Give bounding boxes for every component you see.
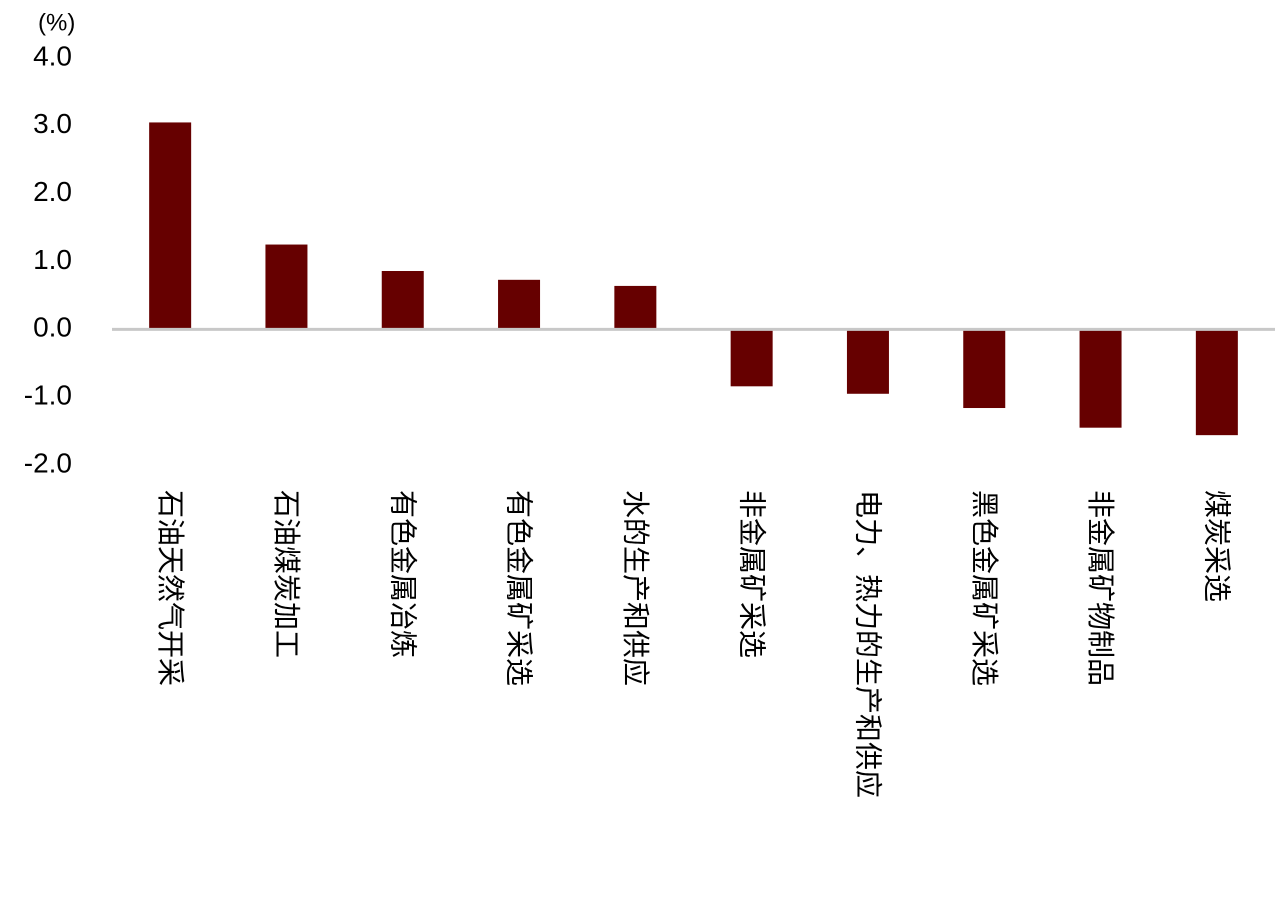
bar bbox=[265, 244, 308, 330]
y-tick-label: -2.0 bbox=[24, 447, 72, 478]
y-axis-unit: (%) bbox=[38, 9, 75, 36]
y-tick-label: 3.0 bbox=[33, 108, 72, 139]
x-tick-label: 石油天然气开采 bbox=[155, 490, 186, 686]
x-tick-label: 有色金属矿采选 bbox=[504, 490, 535, 686]
x-tick-label: 煤炭采选 bbox=[1201, 490, 1232, 602]
x-tick-label: 非金属矿物制品 bbox=[1085, 490, 1116, 686]
y-tick-label: 2.0 bbox=[33, 176, 72, 207]
bar bbox=[149, 122, 192, 330]
bar bbox=[498, 279, 541, 330]
x-tick-label: 石油煤炭加工 bbox=[271, 490, 302, 658]
y-tick-label: 1.0 bbox=[33, 244, 72, 275]
x-tick-label: 有色金属冶炼 bbox=[387, 490, 418, 658]
bar bbox=[1079, 329, 1122, 428]
x-tick-label: 黑色金属矿采选 bbox=[969, 490, 1000, 686]
x-tick-label: 非金属矿采选 bbox=[736, 490, 767, 658]
y-tick-label: 4.0 bbox=[33, 40, 72, 71]
bar bbox=[381, 270, 424, 330]
y-tick-label: 0.0 bbox=[33, 312, 72, 343]
bar bbox=[963, 329, 1006, 409]
bar bbox=[846, 329, 889, 394]
bar bbox=[614, 285, 657, 330]
bar bbox=[1195, 329, 1238, 436]
x-tick-label: 电力、热力的生产和供应 bbox=[853, 490, 884, 798]
x-tick-label: 水的生产和供应 bbox=[620, 490, 651, 686]
y-tick-label: -1.0 bbox=[24, 380, 72, 411]
bar bbox=[730, 329, 773, 387]
